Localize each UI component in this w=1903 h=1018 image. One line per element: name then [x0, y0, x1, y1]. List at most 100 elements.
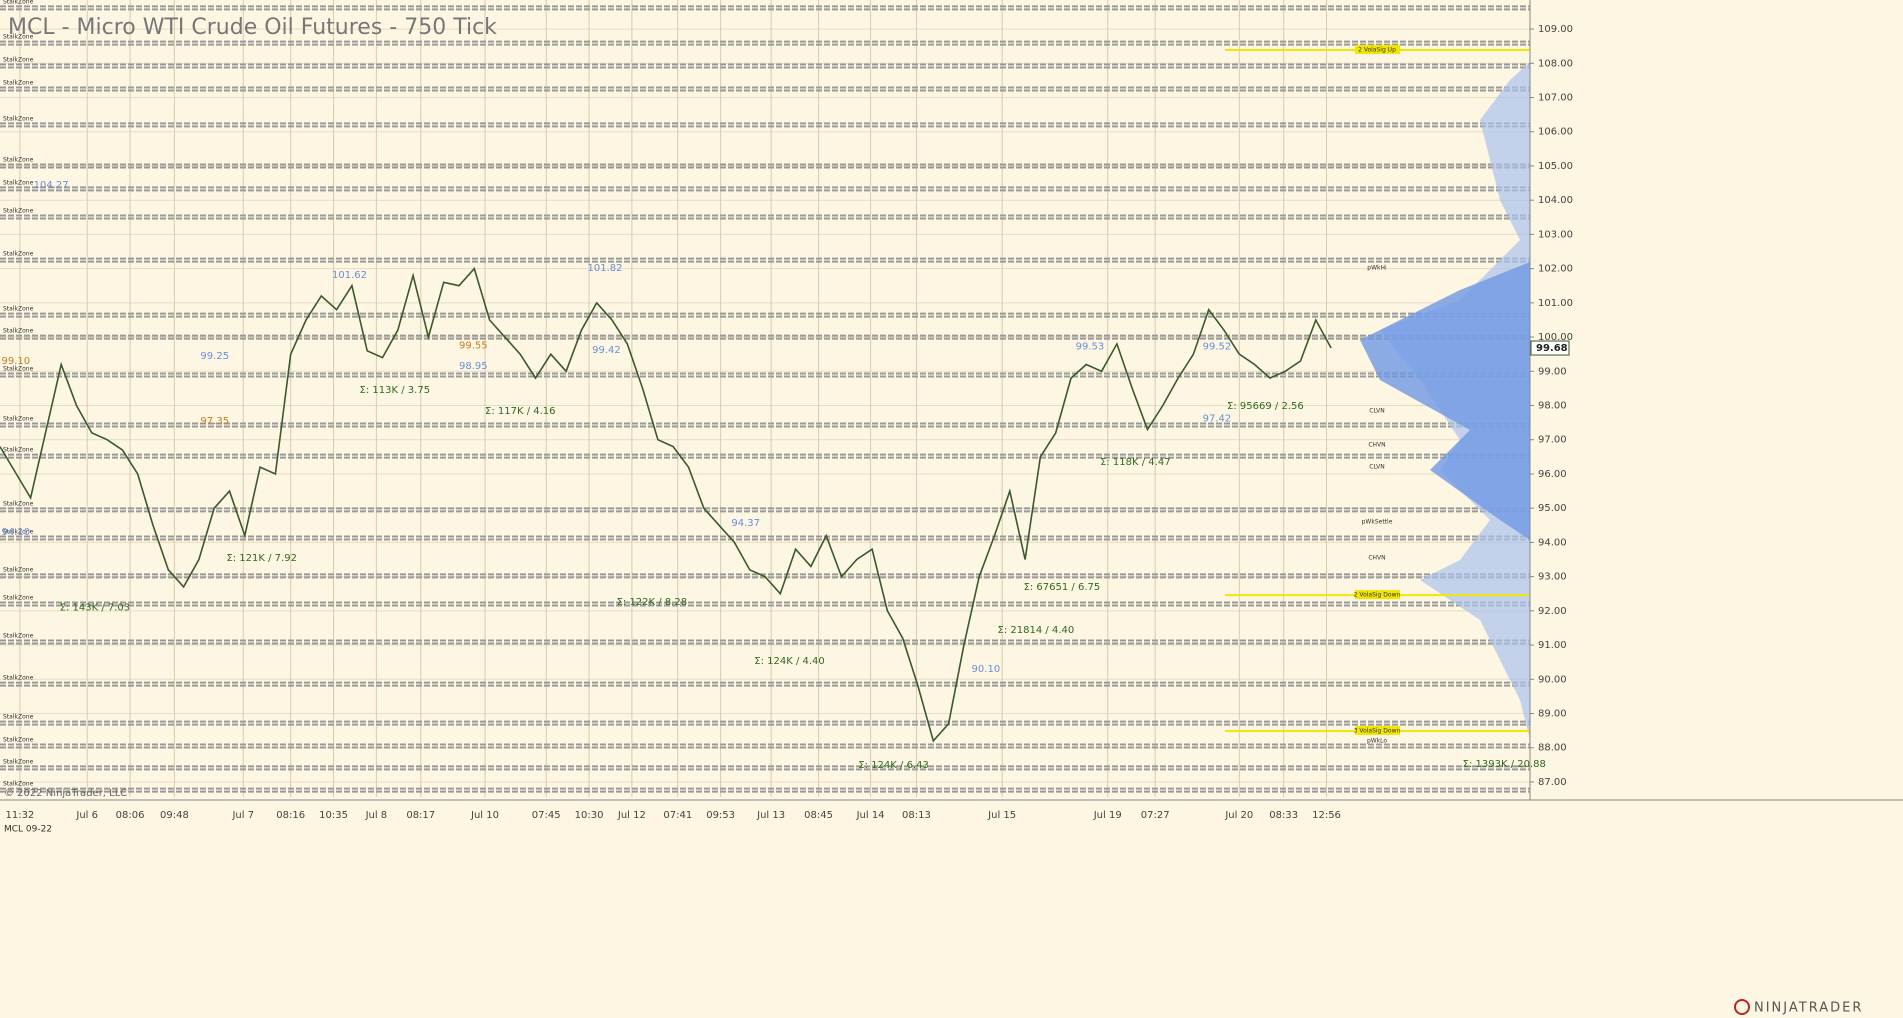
x-tick-label: 09:48 — [160, 810, 189, 821]
y-tick-label: 109.00 — [1538, 24, 1573, 35]
x-tick-label: Jul 10 — [470, 810, 499, 821]
annotation: Σ: 1393K / 20.88 — [1463, 759, 1546, 770]
marker-label: CLVN — [1369, 407, 1384, 414]
y-tick-label: 90.00 — [1538, 674, 1567, 685]
plot: 2 VolaSig Up 2 VolaSig Down 3 VolaSig Down… — [0, 44, 1546, 771]
y-tick-label: 94.00 — [1538, 537, 1567, 548]
annotation: 90.10 — [972, 664, 1001, 675]
x-tick-label: Jul 8 — [365, 810, 388, 821]
zone-label: StalkZone — [3, 251, 34, 258]
zone-label: StalkZone — [3, 306, 34, 313]
level-label: 2 VolaSig Up — [1358, 46, 1396, 53]
x-tick-label: 09:53 — [706, 810, 735, 821]
x-tick-label: 08:45 — [804, 810, 833, 821]
instrument: MCL 09-22 — [4, 825, 52, 835]
zone-label: StalkZone — [3, 714, 34, 721]
x-tick-label: Jul 19 — [1093, 810, 1122, 821]
annotation: 94.37 — [731, 518, 760, 529]
zone-label: StalkZone — [3, 0, 34, 5]
zone-label: StalkZone — [3, 758, 34, 765]
marker-label: CLVN — [1369, 464, 1384, 471]
zone-label: StalkZone — [3, 632, 34, 639]
annotation: Σ: 121K / 7.92 — [226, 553, 297, 564]
zone-label: StalkZone — [3, 207, 34, 214]
annotation: 94.10 — [2, 527, 31, 538]
y-tick-label: 107.00 — [1538, 93, 1573, 104]
level-tag — [1355, 44, 1400, 54]
annotation: 99.10 — [2, 356, 31, 367]
x-tick-label: 07:27 — [1141, 810, 1170, 821]
marker-label: CHVN — [1368, 441, 1385, 448]
zone-label: StalkZone — [3, 79, 34, 86]
annotation: 101.82 — [588, 263, 623, 274]
x-tick-label: Jul 7 — [231, 810, 254, 821]
zone-label: StalkZone — [3, 781, 34, 788]
annotation: 99.42 — [592, 345, 621, 356]
x-tick-label: Jul 12 — [617, 810, 646, 821]
zone-label: StalkZone — [3, 737, 34, 744]
marker-label: pWkSettle — [1362, 518, 1393, 525]
x-tick-label: 11:32 — [5, 810, 34, 821]
x-tick-label: 07:45 — [532, 810, 561, 821]
y-tick-label: 98.00 — [1538, 401, 1567, 412]
zone-label: StalkZone — [3, 447, 34, 454]
x-tick-label: Jul 15 — [987, 810, 1016, 821]
y-tick-label: 92.00 — [1538, 606, 1567, 617]
volume-profile-core — [1360, 262, 1530, 540]
price-line — [0, 266, 1332, 743]
last-price-box — [1530, 340, 1570, 356]
zone-label: StalkZone — [3, 328, 34, 335]
annotation: Σ: 117K / 4.16 — [485, 406, 556, 417]
y-tick-label: 101.00 — [1538, 298, 1573, 309]
x-tick-label: Jul 13 — [756, 810, 785, 821]
x-tick-label: 08:06 — [116, 810, 145, 821]
annotation: 97.35 — [200, 416, 229, 427]
brand-logo — [1734, 999, 1750, 1015]
marker-label: pWkLo — [1367, 737, 1387, 744]
marker-label: pWkHi — [1367, 264, 1387, 271]
brand: NINJATRADER — [1754, 1001, 1863, 1016]
y-tick-label: 91.00 — [1538, 640, 1567, 651]
annotation: Σ: 113K / 3.75 — [360, 385, 431, 396]
y-tick-label: 102.00 — [1538, 264, 1573, 275]
y-tick-label: 93.00 — [1538, 572, 1567, 583]
annotation: 98.95 — [459, 361, 488, 372]
annotation: Σ: 118K / 4.47 — [1100, 457, 1171, 468]
annotation: Σ: 122K / 8.28 — [617, 597, 688, 608]
zone-label: StalkZone — [3, 416, 34, 423]
x-tick-label: 08:16 — [276, 810, 305, 821]
zone-label: StalkZone — [3, 34, 34, 41]
x-tick-label: 08:13 — [902, 810, 931, 821]
zone-label: StalkZone — [3, 115, 34, 122]
annotation: Σ: 95669 / 2.56 — [1227, 401, 1304, 412]
y-tick-label: 106.00 — [1538, 127, 1573, 138]
marker-label: CHVN — [1368, 554, 1385, 561]
annotation: 99.52 — [1203, 342, 1232, 353]
x-tick-label: 08:33 — [1269, 810, 1298, 821]
zone-label: StalkZone — [3, 156, 34, 163]
annotation: Σ: 21814 / 4.40 — [998, 625, 1075, 636]
y-tick-label: 96.00 — [1538, 469, 1567, 480]
y-tick-label: 89.00 — [1538, 709, 1567, 720]
x-tick-label: Jul 6 — [75, 810, 98, 821]
last-price-label: 99.68 — [1536, 343, 1568, 354]
x-tick-label: 10:30 — [575, 810, 604, 821]
copyright: © 2022 NinjaTrader, LLC — [4, 788, 127, 799]
zone-label: StalkZone — [3, 675, 34, 682]
zone-label: StalkZone — [3, 57, 34, 64]
x-tick-label: 07:41 — [663, 810, 692, 821]
zone-label: StalkZone — [3, 179, 34, 186]
x-tick-label: 10:35 — [319, 810, 348, 821]
annotation: 99.53 — [1076, 341, 1105, 352]
x-tick-label: Jul 14 — [856, 810, 885, 821]
y-tick-label: 105.00 — [1538, 161, 1573, 172]
y-tick-label: 103.00 — [1538, 229, 1573, 240]
y-tick-label: 97.00 — [1538, 435, 1567, 446]
y-tick-label: 104.00 — [1538, 195, 1573, 206]
x-tick-label: Jul 20 — [1224, 810, 1253, 821]
y-tick-label: 87.00 — [1538, 777, 1567, 788]
level-tag — [1355, 590, 1400, 600]
zone-label: StalkZone — [3, 566, 34, 573]
y-tick-label: 95.00 — [1538, 503, 1567, 514]
annotation: 104.27 — [34, 180, 69, 191]
